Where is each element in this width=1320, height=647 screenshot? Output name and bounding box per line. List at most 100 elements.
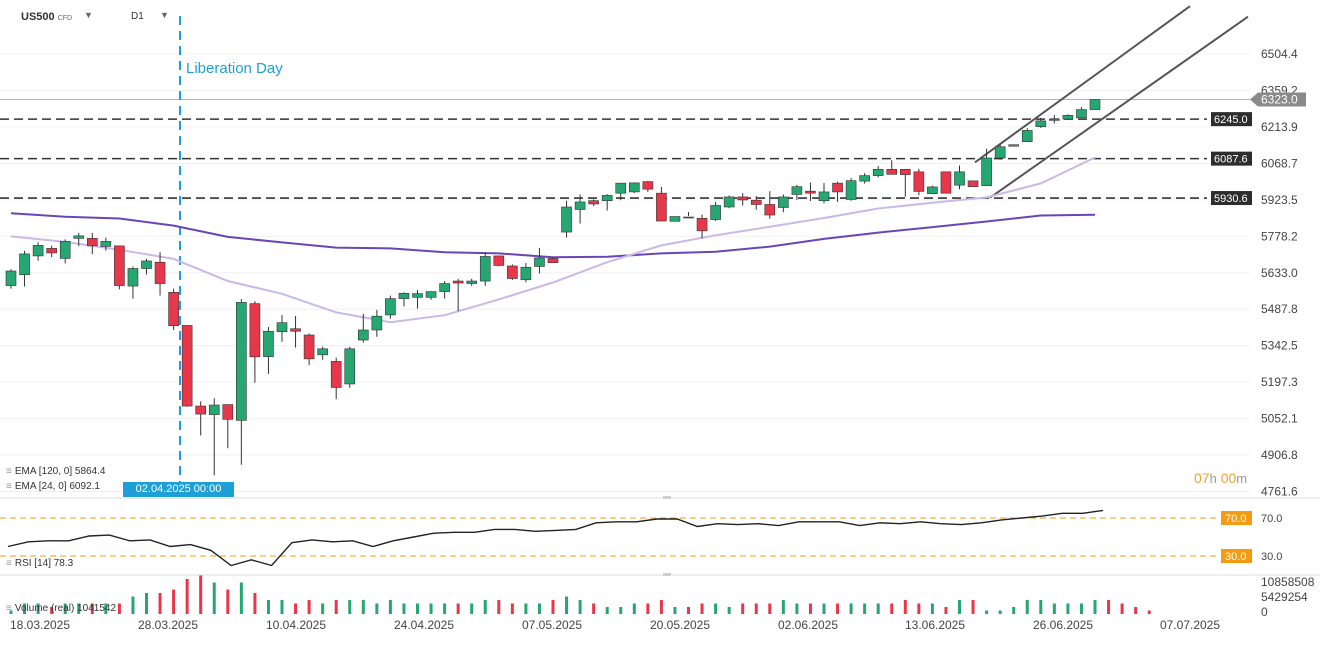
- candle-body[interactable]: [615, 182, 627, 194]
- candle-body[interactable]: [1062, 115, 1074, 120]
- symbol-dropdown-icon[interactable]: ▼: [84, 10, 93, 20]
- candle-body[interactable]: [737, 196, 749, 201]
- candle-body[interactable]: [710, 205, 721, 220]
- candle-body[interactable]: [317, 348, 328, 356]
- candle-body[interactable]: [791, 186, 803, 195]
- menu-icon[interactable]: ≡: [6, 603, 12, 614]
- rsi-legend[interactable]: ≡ RSI [14] 78.3: [6, 558, 73, 569]
- candle-body[interactable]: [73, 235, 85, 239]
- candle-body[interactable]: [940, 171, 952, 194]
- pane-resize-handle[interactable]: [663, 573, 671, 576]
- candle-body[interactable]: [385, 298, 396, 316]
- timeframe-selector[interactable]: D1: [131, 11, 144, 22]
- candle-body[interactable]: [547, 258, 559, 264]
- candle-body[interactable]: [114, 245, 125, 286]
- candle-body[interactable]: [994, 146, 1006, 159]
- candle-body[interactable]: [683, 216, 694, 219]
- candle-body[interactable]: [1035, 120, 1047, 127]
- candle-body[interactable]: [859, 175, 870, 182]
- candle-body[interactable]: [357, 329, 369, 341]
- volume-bar: [808, 603, 812, 614]
- candle-body[interactable]: [601, 195, 613, 202]
- menu-icon[interactable]: ≡: [6, 466, 12, 477]
- timeframe-dropdown-icon[interactable]: ▼: [160, 10, 169, 20]
- candle-body[interactable]: [168, 292, 179, 327]
- pane-resize-handle[interactable]: [663, 496, 671, 499]
- candle-body[interactable]: [439, 283, 450, 292]
- candle-body[interactable]: [818, 191, 830, 202]
- candle-body[interactable]: [236, 302, 247, 421]
- symbol-selector[interactable]: US500 CFD: [21, 11, 72, 23]
- candle-body[interactable]: [750, 199, 762, 205]
- candle-body[interactable]: [574, 201, 586, 210]
- candle-body[interactable]: [656, 192, 667, 222]
- candle-body[interactable]: [208, 404, 220, 415]
- candle-body[interactable]: [46, 248, 57, 254]
- candle-body[interactable]: [1089, 99, 1101, 110]
- candle-body[interactable]: [696, 217, 708, 232]
- candle-body[interactable]: [1076, 109, 1087, 119]
- candle-body[interactable]: [723, 196, 735, 208]
- candle-body[interactable]: [913, 171, 925, 192]
- candle-body[interactable]: [371, 315, 383, 331]
- candle-body[interactable]: [19, 253, 30, 276]
- candle-body[interactable]: [628, 182, 640, 193]
- candle-body[interactable]: [303, 334, 315, 360]
- candle-body[interactable]: [59, 241, 71, 259]
- candle-body[interactable]: [249, 303, 261, 358]
- candle-body[interactable]: [872, 169, 884, 176]
- candle-body[interactable]: [141, 260, 152, 269]
- candle-body[interactable]: [87, 238, 98, 247]
- candle-body[interactable]: [344, 348, 356, 385]
- candle-body[interactable]: [493, 255, 505, 266]
- candle-body[interactable]: [954, 171, 965, 186]
- candle-body[interactable]: [588, 200, 599, 205]
- candle-body[interactable]: [466, 280, 478, 284]
- candle-body[interactable]: [412, 293, 423, 298]
- candle-body[interactable]: [100, 241, 112, 247]
- candle-body[interactable]: [669, 216, 681, 222]
- candle-body[interactable]: [886, 169, 898, 175]
- candle-body[interactable]: [1021, 130, 1033, 143]
- candle-body[interactable]: [276, 322, 288, 333]
- candle-body[interactable]: [127, 268, 139, 287]
- channel-upper-line[interactable]: [974, 5, 1191, 164]
- candle-body[interactable]: [181, 325, 193, 407]
- candle-body[interactable]: [330, 361, 342, 388]
- candle-body[interactable]: [927, 186, 938, 194]
- candle-body[interactable]: [967, 180, 979, 187]
- candle-body[interactable]: [832, 182, 843, 193]
- candle-body[interactable]: [154, 261, 166, 284]
- channel-lower-line[interactable]: [989, 15, 1249, 199]
- candle-body[interactable]: [507, 265, 518, 279]
- candle-body[interactable]: [642, 181, 654, 190]
- volume-legend[interactable]: ≡ Volume (real) 1041542: [6, 603, 116, 614]
- candle-body[interactable]: [452, 280, 464, 284]
- candle-body[interactable]: [981, 157, 992, 186]
- candle-body[interactable]: [263, 330, 274, 357]
- candle-body[interactable]: [398, 293, 410, 299]
- candle-body[interactable]: [479, 256, 491, 282]
- candle-body[interactable]: [520, 266, 532, 281]
- ema-short-legend[interactable]: ≡ EMA [24, 0] 6092.1: [6, 481, 100, 492]
- candle-body[interactable]: [425, 291, 437, 298]
- ema-long-legend[interactable]: ≡ EMA [120, 0] 5864.4: [6, 466, 105, 477]
- candle-body[interactable]: [1049, 118, 1060, 121]
- candle-body[interactable]: [561, 206, 572, 233]
- candle-body[interactable]: [290, 328, 301, 332]
- candle-body[interactable]: [195, 405, 206, 415]
- menu-icon[interactable]: ≡: [6, 558, 12, 569]
- candle-body[interactable]: [764, 204, 776, 216]
- candle-body[interactable]: [5, 270, 17, 286]
- menu-icon[interactable]: ≡: [6, 481, 12, 492]
- candle-body[interactable]: [778, 196, 789, 208]
- candle-body[interactable]: [899, 169, 911, 175]
- candle-body[interactable]: [534, 257, 545, 267]
- candle-body[interactable]: [845, 180, 857, 200]
- candle-body[interactable]: [222, 404, 234, 420]
- candle-body[interactable]: [805, 190, 816, 194]
- candle-body[interactable]: [1008, 144, 1020, 147]
- volume-bar: [226, 589, 230, 614]
- candle-body[interactable]: [32, 245, 44, 257]
